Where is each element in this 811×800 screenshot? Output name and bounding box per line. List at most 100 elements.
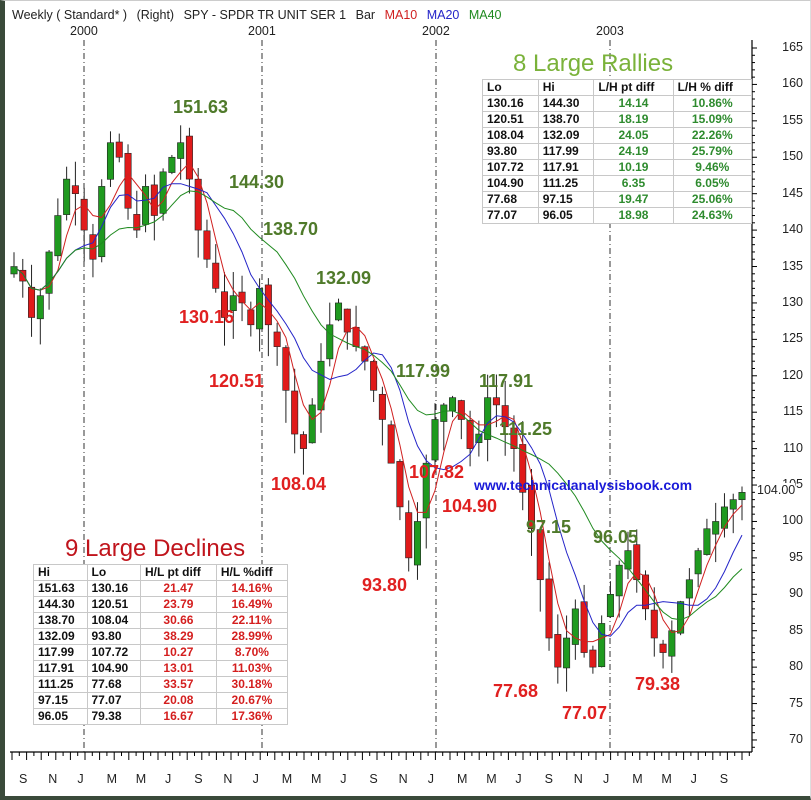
table-cell: 20.08 xyxy=(140,692,217,709)
x-axis-month-label: J xyxy=(252,772,259,786)
peak-label: 138.70 xyxy=(263,219,319,239)
x-axis-month-label: M xyxy=(632,772,643,786)
table-row: 117.91 104.90 13.01 11.03% xyxy=(33,660,289,677)
x-axis-month-label: M xyxy=(281,772,293,786)
x-axis-month-label: J xyxy=(690,772,697,786)
table-cell: 24.05 xyxy=(593,127,674,144)
legend-ma40: MA40 xyxy=(468,8,502,22)
column-header: H/L %diff xyxy=(215,564,289,581)
table-cell: 25.06% xyxy=(672,191,753,208)
chart-header: Weekly ( Standard* ) (Right) SPY - SPDR … xyxy=(12,8,508,22)
x-axis-month-label: N xyxy=(223,772,233,786)
table-cell: 108.04 xyxy=(482,127,539,144)
table-cell: 77.68 xyxy=(86,676,141,693)
year-label-2000: 2000 xyxy=(70,24,98,38)
peak-label: 117.99 xyxy=(396,361,451,381)
table-row: 97.15 77.07 20.08 20.67% xyxy=(33,692,289,709)
year-label-2002: 2002 xyxy=(422,24,450,38)
table-cell: 144.30 xyxy=(537,95,595,112)
peak-label: 117.91 xyxy=(479,371,534,391)
y-axis-tick-label: 160 xyxy=(782,76,803,91)
table-row: 130.16 144.30 14.14 10.86% xyxy=(482,95,753,112)
x-axis-month-label: J xyxy=(340,772,347,786)
table-cell: 117.99 xyxy=(33,644,88,661)
column-header: Hi xyxy=(537,79,595,96)
column-header: H/L pt diff xyxy=(140,564,217,581)
table-cell: 17.36% xyxy=(215,708,289,725)
trough-label: 79.38 xyxy=(635,674,681,694)
table-row: 111.25 77.68 33.57 30.18% xyxy=(33,676,289,693)
table-row: 77.07 96.05 18.98 24.63% xyxy=(482,207,753,224)
table-cell: 30.18% xyxy=(215,676,289,693)
y-axis-tick-label: 155 xyxy=(782,112,803,127)
table-cell: 23.79 xyxy=(140,596,217,613)
table-row: 96.05 79.38 16.67 17.36% xyxy=(33,708,289,725)
x-axis-month-label: M xyxy=(457,772,468,786)
x-axis-month-label: J xyxy=(77,772,84,786)
table-cell: 96.05 xyxy=(537,207,595,224)
scale-label: (Right) xyxy=(136,8,175,22)
column-header: L/H % diff xyxy=(672,79,753,96)
peak-label: 132.09 xyxy=(316,268,372,288)
peak-label: 97.15 xyxy=(526,517,572,537)
table-cell: 22.26% xyxy=(672,127,753,144)
y-axis-tick-label: 120 xyxy=(782,367,803,382)
table-cell: 108.04 xyxy=(86,612,141,629)
table-cell: 21.47 xyxy=(140,580,217,597)
y-axis-tick-label: 75 xyxy=(789,695,803,710)
table-cell: 97.15 xyxy=(33,692,88,709)
table-cell: 138.70 xyxy=(33,612,88,629)
x-axis-month-label: M xyxy=(311,772,322,786)
table-header-row: Hi Lo H/L pt diff H/L %diff xyxy=(33,564,289,581)
table-cell: 77.68 xyxy=(482,191,539,208)
table-cell: 19.47 xyxy=(593,191,674,208)
table-cell: 77.07 xyxy=(86,692,141,709)
x-axis-month-label: S xyxy=(19,772,28,786)
table-cell: 97.15 xyxy=(537,191,595,208)
table-cell: 117.91 xyxy=(537,159,595,176)
y-axis-tick-label: 145 xyxy=(782,185,803,200)
table-row: 107.72 117.91 10.19 9.46% xyxy=(482,159,753,176)
y-axis-tick-label: 85 xyxy=(789,622,803,637)
table-cell: 6.35 xyxy=(593,175,674,192)
table-cell: 24.63% xyxy=(672,207,753,224)
table-cell: 120.51 xyxy=(86,596,141,613)
table-row: 77.68 97.15 19.47 25.06% xyxy=(482,191,753,208)
x-axis-month-label: S xyxy=(719,772,729,786)
table-cell: 18.98 xyxy=(593,207,674,224)
peak-label: 144.30 xyxy=(229,172,285,192)
x-axis-month-label: N xyxy=(48,772,58,786)
table-row: 151.63 130.16 21.47 14.16% xyxy=(33,580,289,597)
table-cell: 96.05 xyxy=(33,708,88,725)
y-axis-tick-label: 125 xyxy=(782,331,803,346)
table-row: 117.99 107.72 10.27 8.70% xyxy=(33,644,289,661)
table-row: 108.04 132.09 24.05 22.26% xyxy=(482,127,753,144)
table-cell: 120.51 xyxy=(482,111,539,128)
rallies-table: Lo Hi L/H pt diff L/H % diff 130.16 144.3… xyxy=(482,79,753,224)
table-cell: 16.67 xyxy=(140,708,217,725)
x-axis-month-label: M xyxy=(135,772,147,786)
y-axis-tick-label: 140 xyxy=(782,222,803,237)
x-axis-month-label: M xyxy=(661,772,672,786)
x-axis-month-label: M xyxy=(106,772,118,786)
y-axis-tick-label: 130 xyxy=(782,294,803,309)
table-cell: 130.16 xyxy=(86,580,141,597)
table-cell: 14.14 xyxy=(593,95,674,112)
table-row: 104.90 111.25 6.35 6.05% xyxy=(482,175,753,192)
table-cell: 18.19 xyxy=(593,111,674,128)
table-cell: 104.90 xyxy=(482,175,539,192)
trough-label: 104.90 xyxy=(442,496,498,516)
period-label: Weekly ( Standard* ) xyxy=(12,8,128,22)
x-axis-month-label: M xyxy=(486,772,497,786)
peak-label: 151.63 xyxy=(173,97,229,117)
y-axis-tick-label: 115 xyxy=(783,404,803,419)
trough-label: 107.82 xyxy=(409,462,465,482)
y-axis-tick-label: 95 xyxy=(789,549,803,564)
table-cell: 79.38 xyxy=(86,708,141,725)
table-cell: 20.67% xyxy=(215,692,289,709)
declines-table: Hi Lo H/L pt diff H/L %diff 151.63 130.16… xyxy=(33,564,289,725)
y-axis-tick-label: 135 xyxy=(782,258,803,273)
table-cell: 93.80 xyxy=(86,628,141,645)
table-cell: 14.16% xyxy=(215,580,289,597)
